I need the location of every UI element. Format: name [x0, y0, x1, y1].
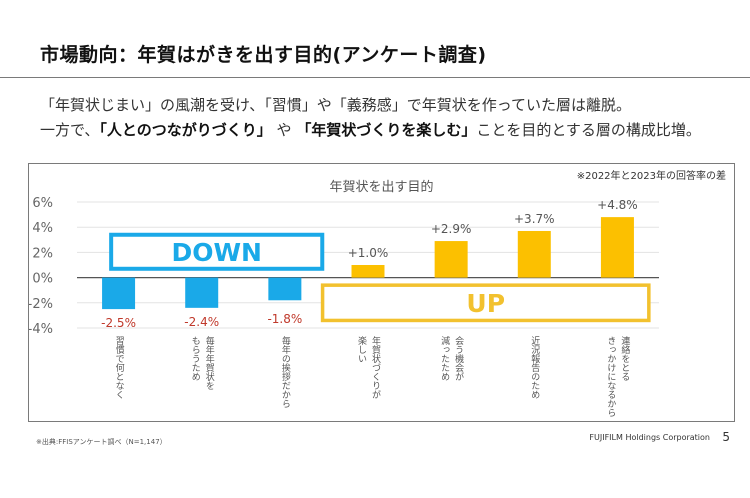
data-label: -2.4%: [184, 315, 219, 329]
category-label: 近況報告のため: [529, 335, 540, 399]
lead-highlight-connections: 「人とのつながりづくり」: [99, 121, 272, 139]
bar: [434, 241, 468, 278]
page-title: 市場動向：年賀はがきを出す目的(アンケート調査): [40, 44, 487, 66]
page-number: 5: [722, 430, 730, 444]
category-label: 連絡をとる: [619, 335, 630, 381]
category-label: 会う機会が: [453, 335, 464, 381]
lead-line-2-pre: 一方で、: [40, 121, 100, 139]
lead-line-2: 一方で、「人とのつながりづくり」 や 「年賀状づくりを楽しむ」ことを目的とする層…: [40, 119, 701, 140]
up-annotation-label: UP: [466, 289, 505, 318]
down-annotation-label: DOWN: [171, 238, 262, 267]
bar: [600, 217, 634, 278]
chart-note: ※2022年と2023年の回答率の差: [576, 171, 726, 182]
data-label: +2.9%: [431, 222, 472, 236]
category-label: きっかけになるから: [605, 336, 616, 417]
lead-line-1: 「年賀状じまい」の風潮を受け、「習慣」や「義務感」で年賀状を作っていた層は離脱。: [40, 96, 632, 114]
y-tick-label: 6%: [32, 196, 53, 211]
category-label: 毎年の挨拶だから: [280, 335, 291, 408]
company-name: FUJIFILM Holdings Corporation: [589, 433, 710, 442]
data-label: +3.7%: [514, 212, 555, 226]
y-tick-label: -2%: [29, 297, 53, 312]
category-label: 楽しい: [356, 335, 367, 363]
up-annotation-box: [320, 283, 651, 323]
bar: [268, 277, 302, 301]
data-label: +4.8%: [597, 198, 638, 212]
data-label: +1.0%: [348, 246, 389, 260]
bar-chart: 6% 4% 2% 0% -2% -4% -2.5% 習慣で何となく -2.4% 毎年年賀状をもらう…: [29, 196, 659, 417]
lead-highlight-enjoy: 「年賀状づくりを楽しむ」: [296, 121, 477, 139]
category-label: もらうため: [190, 336, 201, 381]
data-label: -1.8%: [267, 312, 302, 326]
y-tick-label: 0%: [32, 272, 53, 287]
data-label: -2.5%: [101, 316, 136, 330]
lead-line-2-mid: や: [271, 121, 297, 139]
bar: [351, 265, 385, 278]
category-label: 毎年年賀状を: [204, 335, 215, 390]
category-label: 年賀状づくりが: [370, 335, 381, 399]
chart-frame: ※2022年と2023年の回答率の差 年賀状を出す目的 6% 4% 2% 0% -2% -…: [28, 163, 735, 422]
bar: [517, 230, 551, 278]
lead-line-2-post: ことを目的とする層の構成比増。: [476, 121, 701, 139]
bar: [185, 277, 219, 308]
chart-title: 年賀状を出す目的: [329, 180, 434, 195]
y-tick-label: -4%: [29, 322, 53, 337]
y-tick-label: 4%: [32, 221, 53, 236]
category-label: 習慣で何となく: [114, 336, 125, 399]
down-annotation-box: [109, 232, 325, 271]
title-divider: [0, 77, 750, 78]
y-tick-label: 2%: [32, 246, 53, 261]
bar: [102, 277, 136, 310]
category-label: 減ったため: [439, 335, 450, 381]
source-note: ※出典:FFISアンケート調べ（N=1,147）: [36, 438, 167, 446]
